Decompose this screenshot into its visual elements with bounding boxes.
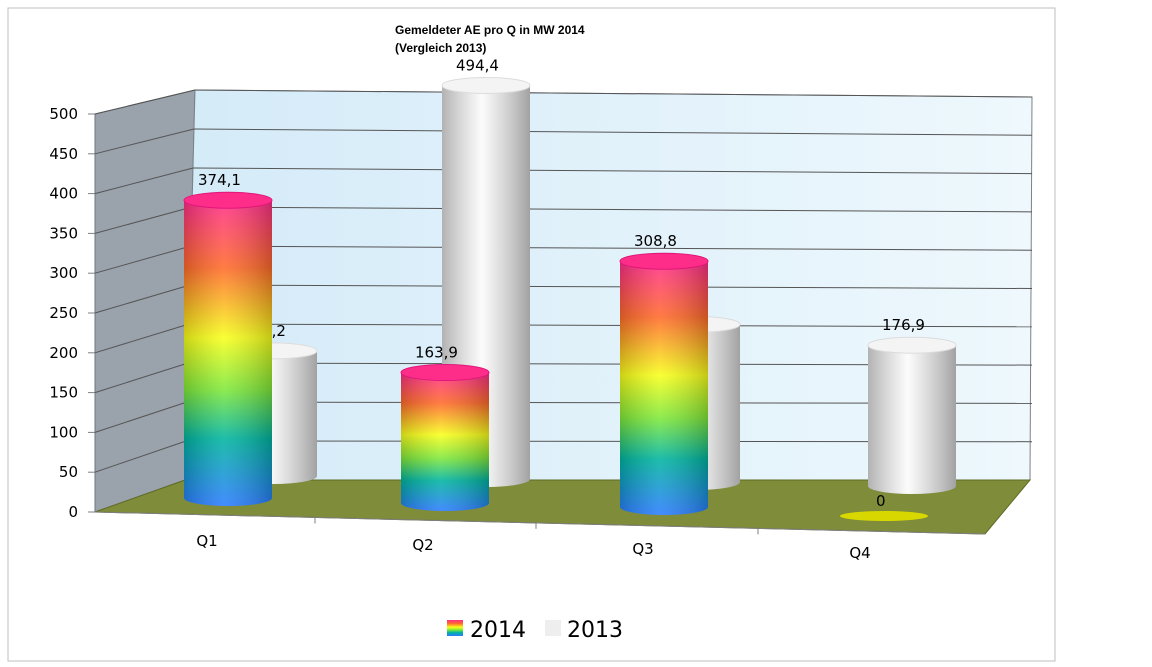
bar-top	[400, 364, 490, 382]
x-tick-label: Q2	[412, 536, 433, 554]
y-tick-label: 150	[49, 384, 78, 402]
gridline-back	[189, 284, 1033, 289]
legend-swatch-2013	[545, 620, 561, 636]
legend-label-2014: 2014	[470, 618, 526, 643]
chart-title: Gemeldeter AE pro Q in MW 2014	[395, 23, 585, 37]
bar-top	[441, 76, 531, 94]
legend-swatch-2014	[447, 620, 463, 636]
legend: 2014 2013	[447, 618, 623, 643]
chart-subtitle: (Vergleich 2013)	[395, 41, 486, 55]
legend-label-2013: 2013	[567, 618, 623, 643]
bar-shading	[868, 345, 956, 494]
data-label: 163,9	[415, 344, 458, 362]
gridline-side	[94, 89, 196, 115]
y-axis: 0 50 100 150 200 250 300 350 400 450 500	[49, 105, 95, 521]
y-tick-label: 0	[68, 503, 78, 521]
gridline-side	[94, 362, 189, 394]
gridline-back	[188, 323, 1033, 328]
gridline-back	[191, 206, 1033, 213]
gridline-side	[94, 284, 191, 314]
data-label: 0	[876, 492, 886, 510]
gridline-side	[94, 323, 190, 354]
gridline-back	[190, 245, 1033, 251]
side-wall	[94, 89, 196, 513]
y-tick-label: 100	[49, 423, 78, 441]
gridline-side	[94, 440, 187, 473]
y-tick-label: 250	[49, 304, 78, 322]
bar-shading	[401, 372, 489, 511]
data-label: 494,4	[456, 56, 499, 74]
gridline-back	[194, 89, 1033, 98]
x-axis: Q1 Q2 Q3 Q4	[196, 517, 871, 562]
bar-top	[867, 336, 957, 354]
data-label: 308,8	[634, 232, 677, 250]
x-tick-label: Q3	[632, 540, 653, 558]
gridline-back	[192, 167, 1033, 175]
gridline-side	[94, 401, 188, 433]
gridline-side	[94, 167, 194, 195]
data-label: 374,1	[198, 171, 241, 189]
gridline-side	[94, 206, 193, 234]
x-tick-label: Q1	[196, 532, 217, 550]
bar-shading	[184, 200, 272, 506]
bar-top	[619, 252, 709, 270]
bar-2014-Q4: 0	[840, 492, 928, 521]
y-tick-label: 50	[59, 463, 78, 481]
data-label: 176,9	[882, 316, 925, 334]
y-tick-label: 400	[49, 185, 78, 203]
y-tick-label: 200	[49, 344, 78, 362]
bar-zero-marker	[840, 511, 928, 521]
bar-2014-Q1: 374,1	[183, 171, 273, 506]
gridline-back	[193, 128, 1033, 136]
y-tick-label: 350	[49, 224, 78, 242]
y-tick-label: 500	[49, 105, 78, 123]
gridline-side	[94, 128, 195, 155]
bar-shading	[620, 261, 708, 515]
y-tick-label: 300	[49, 264, 78, 282]
gridline-side	[94, 245, 192, 274]
bar-2014-Q2: 163,9	[400, 344, 490, 511]
x-axis-line	[94, 511, 986, 535]
bar-2013-Q4: 176,9	[867, 316, 957, 494]
x-tick-label: Q4	[849, 544, 870, 562]
bar-2014-Q3: 308,8	[619, 232, 709, 515]
bar-top	[183, 191, 273, 209]
y-tick-label: 450	[49, 145, 78, 163]
